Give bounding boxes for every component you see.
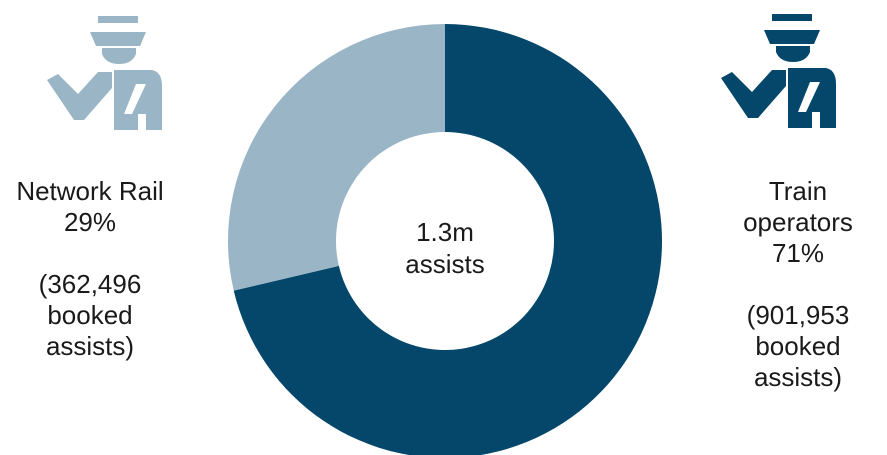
- train-operators-percent: 71%: [771, 238, 825, 268]
- donut-slice-network-rail: [228, 24, 445, 291]
- train-operators-label: Train operators 71% (901,953 booked assi…: [718, 176, 878, 393]
- center-unit: assists: [405, 249, 485, 279]
- network-rail-name: Network Rail: [16, 176, 164, 206]
- network-rail-count-booked: booked: [47, 300, 133, 330]
- spacer: [718, 269, 878, 300]
- donut-center-label: 1.3m assists: [385, 216, 505, 280]
- train-operators-name-line1: Train: [768, 176, 828, 206]
- train-operators-count: (901,953: [746, 300, 850, 330]
- rail-staff-icon-network-rail: [47, 16, 162, 130]
- network-rail-count-assists: assists): [45, 331, 135, 361]
- spacer: [0, 238, 180, 269]
- network-rail-count: (362,496: [38, 269, 142, 299]
- network-rail-label: Network Rail 29% (362,496 booked assists…: [0, 176, 180, 362]
- donut-slice-train-operators: [233, 24, 662, 455]
- rail-staff-icon-train-operators: [721, 14, 836, 128]
- network-rail-percent: 29%: [63, 207, 117, 237]
- train-operators-name-line2: operators: [743, 207, 853, 237]
- train-operators-count-assists: assists): [753, 362, 843, 392]
- train-operators-count-booked: booked: [755, 331, 841, 361]
- center-value: 1.3m: [416, 217, 474, 247]
